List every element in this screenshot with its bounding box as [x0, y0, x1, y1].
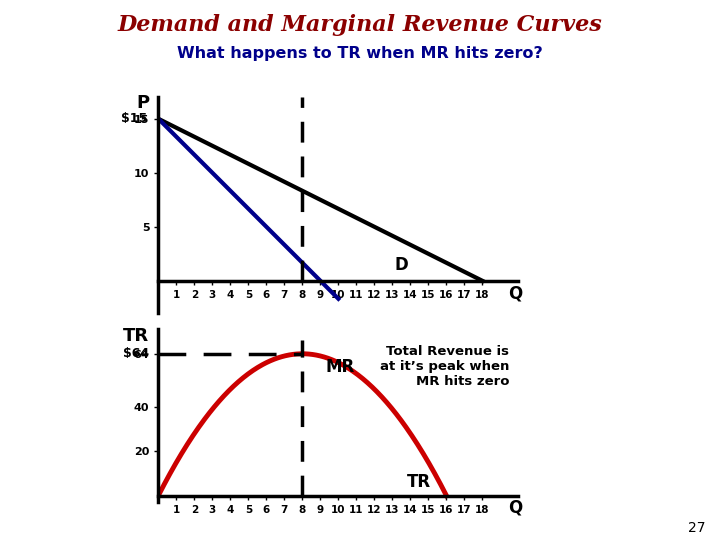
Text: P: P — [136, 93, 150, 112]
Text: Q: Q — [508, 499, 522, 517]
Text: $15: $15 — [122, 112, 148, 125]
Text: D: D — [395, 255, 408, 274]
Text: TR: TR — [123, 327, 150, 345]
Text: What happens to TR when MR hits zero?: What happens to TR when MR hits zero? — [177, 46, 543, 61]
Text: 27: 27 — [688, 521, 706, 535]
Text: Q: Q — [508, 284, 522, 302]
Text: $64: $64 — [123, 347, 150, 360]
Text: TR: TR — [408, 473, 431, 491]
Text: Demand and Marginal Revenue Curves: Demand and Marginal Revenue Curves — [117, 14, 603, 36]
Text: MR: MR — [325, 358, 355, 376]
Text: Total Revenue is
at it’s peak when
MR hits zero: Total Revenue is at it’s peak when MR hi… — [380, 345, 510, 388]
